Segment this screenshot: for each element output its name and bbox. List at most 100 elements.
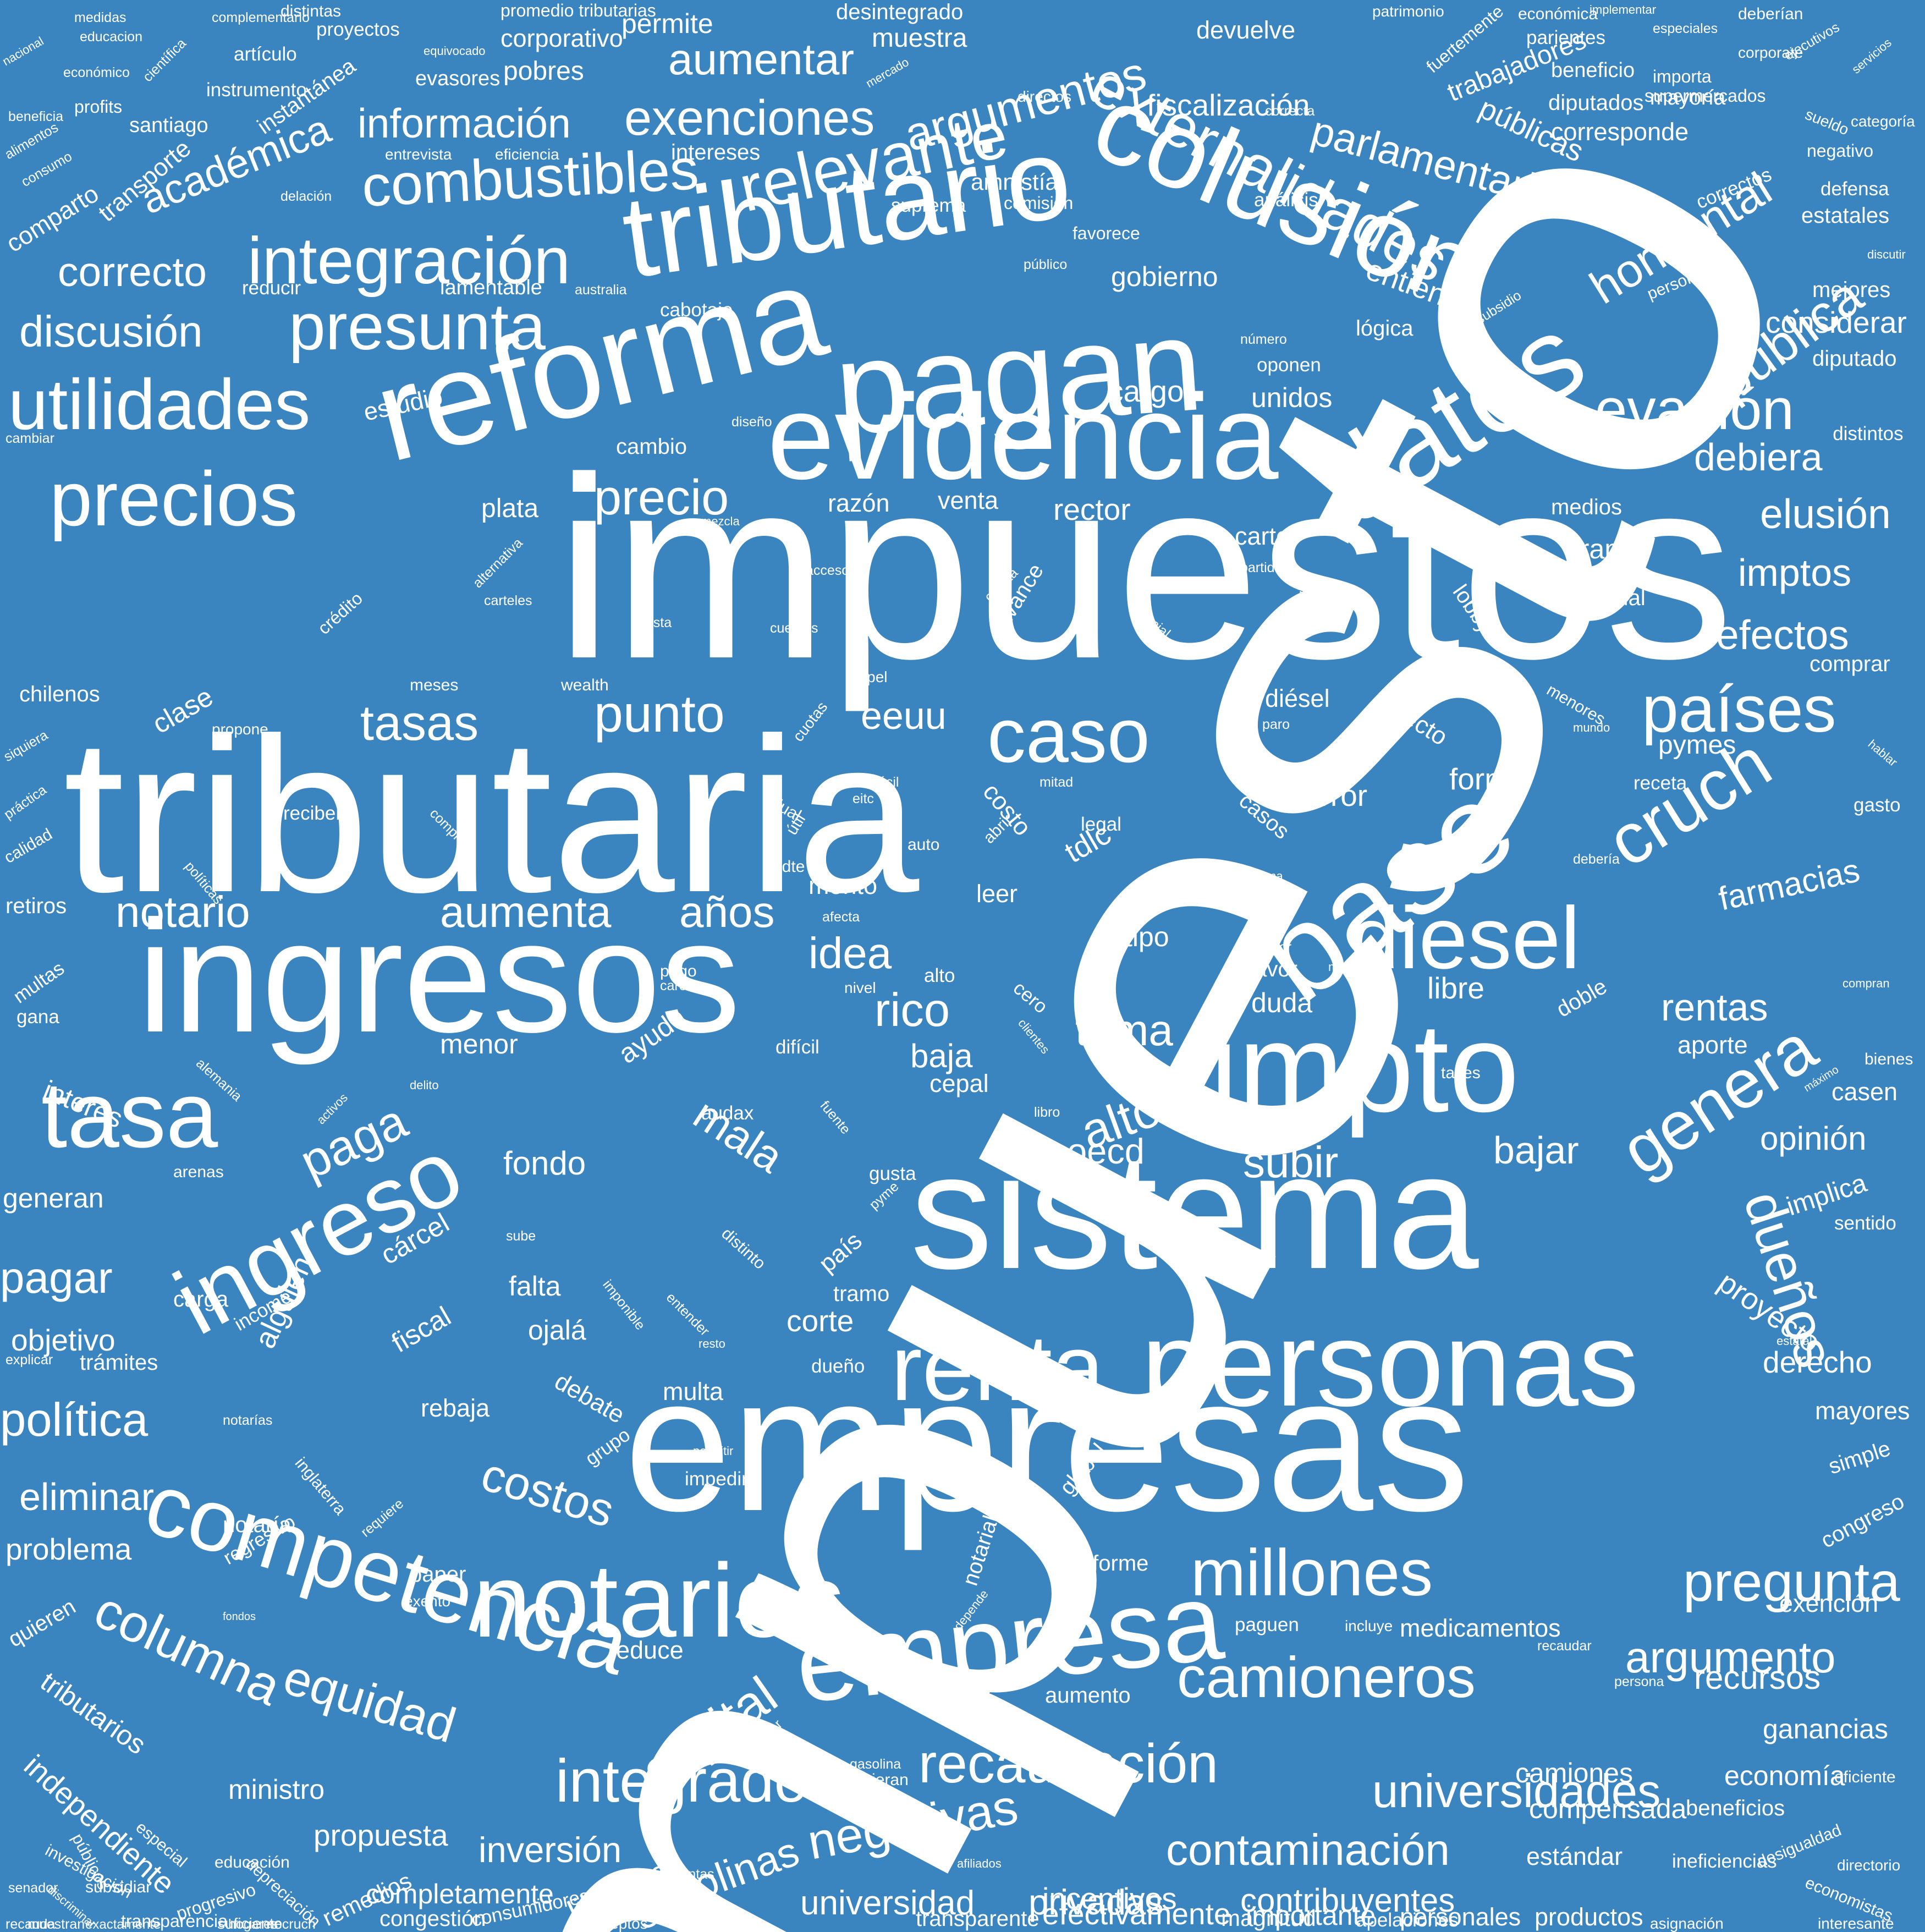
cloud-word: rentas	[1661, 986, 1768, 1029]
cloud-word: especiales	[1653, 21, 1718, 36]
cloud-word: ineficiencias	[1672, 1851, 1777, 1872]
cloud-word: corporativo	[501, 24, 623, 52]
cloud-word: información	[358, 100, 571, 146]
cloud-word: pago	[660, 962, 697, 980]
cloud-word: senador	[8, 1880, 58, 1896]
cloud-word: multa	[663, 1377, 724, 1406]
cloud-word: amnistía	[971, 169, 1058, 195]
cloud-word: audax	[701, 1102, 754, 1124]
cloud-word: exento	[404, 1593, 450, 1610]
cloud-word: reducir	[242, 277, 301, 299]
cloud-word: idea	[809, 929, 892, 978]
cloud-word: medicamentos	[1400, 1614, 1561, 1642]
cloud-word: recaudar	[1537, 1638, 1592, 1654]
cloud-word: gasto	[1854, 794, 1901, 816]
cloud-word: entrevista	[385, 146, 452, 163]
cloud-word: llama	[1254, 869, 1283, 883]
cloud-word: profits	[74, 97, 122, 117]
cloud-word: eeuu	[861, 694, 947, 737]
cloud-word: dueño	[811, 1355, 865, 1377]
cloud-word: presunta	[289, 290, 546, 364]
cloud-word: universidad	[800, 1884, 975, 1922]
cloud-word: informe	[1075, 1551, 1148, 1576]
cloud-word: contribuyentes	[1240, 1882, 1455, 1919]
cloud-word: delito	[410, 1078, 439, 1092]
cloud-word: impedir	[685, 1468, 748, 1490]
cloud-word: afecta	[822, 909, 860, 925]
cloud-word: parientes	[1526, 27, 1605, 48]
cloud-word: reduce	[608, 1636, 684, 1664]
cloud-word: importa	[1653, 67, 1712, 86]
cloud-word: cartel	[1235, 522, 1295, 550]
cloud-word: cargo	[1108, 374, 1184, 408]
cloud-word: paper	[410, 1562, 466, 1587]
cloud-word: directorio	[1837, 1857, 1900, 1874]
cloud-word: gusta	[869, 1163, 916, 1184]
cloud-word: integrado	[556, 1747, 808, 1815]
cloud-word: conceptos	[578, 1915, 648, 1932]
cloud-word: intereses	[671, 140, 760, 164]
cloud-word: compran	[1843, 976, 1890, 990]
cloud-word: interesante	[1818, 1915, 1894, 1932]
cloud-word: discusión	[19, 307, 203, 356]
cloud-word: paguen	[1235, 1614, 1299, 1635]
cloud-word: debería	[1573, 852, 1620, 867]
cloud-word: generan	[3, 1183, 104, 1214]
cloud-word: economía	[1724, 1760, 1845, 1791]
cloud-word: camioneros	[1177, 1645, 1476, 1710]
cloud-word: caro	[1260, 791, 1286, 806]
cloud-word: correcta	[1265, 103, 1314, 119]
cloud-word: exactamente	[85, 1917, 161, 1932]
cloud-word: basta	[638, 615, 672, 630]
cloud-word: evasores	[415, 67, 500, 90]
cloud-word: renta	[891, 1316, 1104, 1420]
cloud-word: explicar	[6, 1352, 53, 1368]
cloud-word: comprar	[1810, 652, 1890, 676]
cloud-word: derecho	[1763, 1345, 1872, 1379]
cloud-word: cambiar	[6, 431, 54, 446]
cloud-word: meses	[410, 676, 458, 694]
cloud-word: bancos	[1548, 560, 1593, 575]
cloud-word: tramo	[833, 1282, 889, 1306]
cloud-word: nivel	[844, 979, 876, 996]
cloud-word: auto	[908, 836, 939, 854]
cloud-word: pobres	[503, 57, 584, 86]
cloud-word: tema	[1075, 1006, 1173, 1055]
cloud-word: importante	[1246, 1900, 1376, 1931]
cloud-word: exenciones	[624, 91, 875, 146]
cloud-word: equivocado	[424, 44, 486, 58]
cloud-word: wealth	[560, 676, 609, 694]
cloud-word: diesel	[1350, 888, 1580, 987]
cloud-word: muestra	[872, 24, 967, 53]
cloud-word: efectivamente	[1042, 1897, 1230, 1931]
cloud-word: sube	[506, 1228, 536, 1244]
cloud-word: contaminación	[1166, 1825, 1450, 1874]
cloud-word: forma	[1449, 762, 1527, 796]
cloud-word: beneficia	[8, 109, 63, 124]
cloud-word: precio	[594, 470, 729, 525]
cloud-word: personales	[1400, 1903, 1521, 1931]
cloud-word: completamente	[366, 1879, 554, 1909]
cloud-word: sector	[1254, 940, 1291, 955]
cloud-word: actual	[1587, 586, 1646, 610]
cloud-word: millones	[1191, 1536, 1433, 1610]
cloud-word: negativo	[1807, 141, 1873, 161]
cloud-word: notario	[116, 887, 250, 936]
cloud-word: carga	[173, 1287, 229, 1311]
cloud-word: privadas	[1028, 1882, 1164, 1922]
cloud-word: supermercados	[1645, 86, 1766, 106]
cloud-word: plata	[481, 494, 538, 523]
cloud-word: compensada	[1529, 1793, 1686, 1824]
cloud-word: punto	[594, 685, 725, 743]
cloud-word: corresponde	[1551, 118, 1689, 146]
cloud-word: promedio tributarias	[501, 1, 656, 20]
cloud-word: nocruch	[267, 1917, 316, 1932]
cloud-word: exención	[1779, 1589, 1878, 1617]
cloud-word: carteles	[484, 593, 532, 608]
cloud-word: apelaciones	[1356, 1909, 1459, 1931]
cloud-word: aumento	[1045, 1683, 1131, 1708]
cloud-word: países	[1642, 672, 1836, 746]
cloud-word: notarios	[473, 1543, 845, 1659]
cloud-word: mundo	[1573, 721, 1610, 734]
cloud-word: aporte	[1678, 1031, 1748, 1059]
